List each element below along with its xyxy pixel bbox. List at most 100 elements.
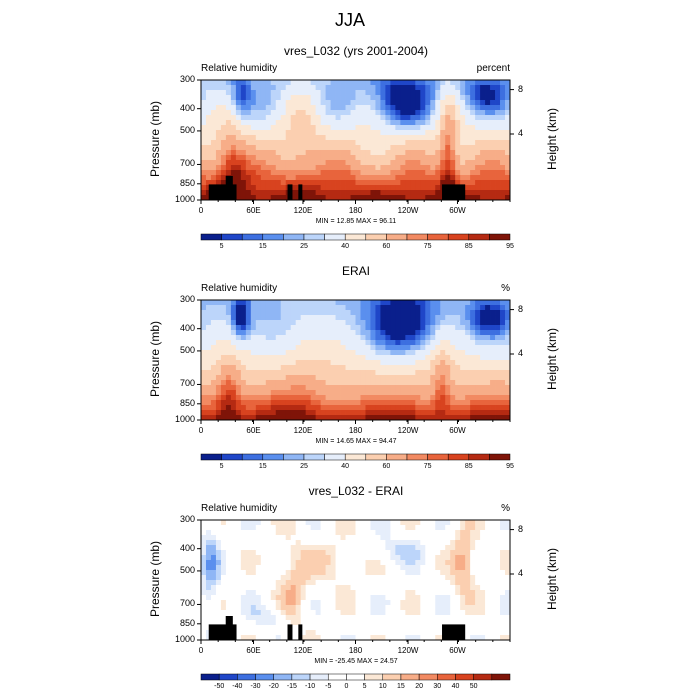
heatmap-cell <box>485 350 491 356</box>
heatmap-cell <box>490 305 496 311</box>
heatmap-cell <box>320 610 326 616</box>
heatmap-cell <box>240 140 247 146</box>
heatmap-cell <box>440 145 446 151</box>
heatmap-cell <box>330 535 336 541</box>
heatmap-cell <box>420 170 426 176</box>
heatmap-cell <box>210 155 217 161</box>
heatmap-cell <box>380 180 386 186</box>
min-max-stats: MIN = 12.85 MAX = 96.11 <box>315 218 397 225</box>
heatmap-cell <box>255 585 262 591</box>
heatmap-cell <box>495 610 501 616</box>
heatmap-cell <box>480 130 486 136</box>
min-max-stats: MIN = 14.65 MAX = 94.47 <box>315 438 397 445</box>
heatmap-cell <box>295 140 302 146</box>
heatmap-cell <box>400 190 406 196</box>
colorbar-label: 15 <box>397 683 405 690</box>
heatmap-cell <box>505 370 511 376</box>
heatmap-cell <box>260 335 267 341</box>
heatmap-cell <box>350 395 356 401</box>
heatmap-cell <box>310 525 317 531</box>
heatmap-cell <box>495 635 501 641</box>
heatmap-cell <box>470 365 476 371</box>
heatmap-cell <box>420 560 426 566</box>
heatmap-cell <box>430 560 436 566</box>
heatmap-cell <box>430 115 436 121</box>
heatmap-cell <box>320 615 326 621</box>
heatmap-cell <box>290 330 297 336</box>
heatmap-cell <box>485 415 491 421</box>
heatmap-cell <box>385 630 391 636</box>
heatmap-cell <box>495 305 501 311</box>
heatmap-cell <box>475 365 481 371</box>
heatmap-cell <box>260 330 267 336</box>
heatmap-cell <box>305 520 312 526</box>
heatmap-cell <box>345 360 351 366</box>
heatmap-cell <box>470 630 476 636</box>
heatmap-cell <box>400 610 406 616</box>
heatmap-cell <box>435 330 441 336</box>
heatmap-cell <box>225 145 232 151</box>
heatmap-cell <box>495 130 501 136</box>
heatmap-cell <box>370 120 376 126</box>
heatmap-cell <box>470 595 476 601</box>
heatmap-cell <box>305 405 312 411</box>
heatmap-cell <box>460 555 466 561</box>
heatmap-cell <box>445 120 451 126</box>
heatmap-cell <box>300 145 307 151</box>
heatmap-cell <box>360 170 366 176</box>
heatmap-cell <box>340 95 346 101</box>
heatmap-cell <box>205 170 212 176</box>
heatmap-cell <box>430 620 436 626</box>
heatmap-cell <box>440 380 446 386</box>
heatmap-cell <box>500 390 506 396</box>
heatmap-cell <box>280 350 287 356</box>
heatmap-cell <box>260 400 267 406</box>
heatmap-cell <box>260 520 267 526</box>
heatmap-cell <box>305 555 312 561</box>
heatmap-cell <box>395 390 401 396</box>
heatmap-cell <box>220 595 227 601</box>
heatmap-cell <box>250 385 257 391</box>
heatmap-cell <box>250 595 257 601</box>
heatmap-cell <box>460 110 466 116</box>
heatmap-cell <box>485 380 491 386</box>
heatmap-cell <box>440 165 446 171</box>
heatmap-cell <box>455 100 461 106</box>
heatmap-cell <box>390 360 396 366</box>
heatmap-cell <box>505 130 511 136</box>
heatmap-cell <box>275 400 282 406</box>
heatmap-cell <box>201 175 207 181</box>
heatmap-cell <box>320 535 326 541</box>
heatmap-cell <box>220 355 227 361</box>
heatmap-cell <box>305 125 312 131</box>
heatmap-cell <box>295 570 302 576</box>
heatmap-cell <box>280 190 287 196</box>
heatmap-cell <box>450 615 456 621</box>
heatmap-cell <box>485 405 491 411</box>
heatmap-cell <box>505 325 511 331</box>
heatmap-cell <box>305 570 312 576</box>
heatmap-cell <box>370 535 376 541</box>
heatmap-cell <box>410 180 416 186</box>
heatmap-cell <box>225 360 232 366</box>
heatmap-cell <box>480 385 486 391</box>
heatmap-cell <box>280 355 287 361</box>
heatmap-cell <box>320 595 326 601</box>
heatmap-cell <box>315 135 322 141</box>
heatmap-cell <box>305 320 312 326</box>
heatmap-cell <box>245 620 252 626</box>
heatmap-cell <box>290 160 297 166</box>
heatmap-cell <box>335 615 341 621</box>
heatmap-cell <box>315 310 322 316</box>
heatmap-cell <box>250 100 257 106</box>
heatmap-cell <box>410 380 416 386</box>
heatmap-cell <box>390 100 396 106</box>
heatmap-cell <box>205 570 212 576</box>
heatmap-cell <box>345 375 351 381</box>
heatmap-cell <box>375 95 381 101</box>
heatmap-cell <box>275 160 282 166</box>
heatmap-cell <box>420 345 426 351</box>
heatmap-cell <box>400 395 406 401</box>
heatmap-cell <box>255 385 262 391</box>
heatmap-cell <box>270 310 277 316</box>
